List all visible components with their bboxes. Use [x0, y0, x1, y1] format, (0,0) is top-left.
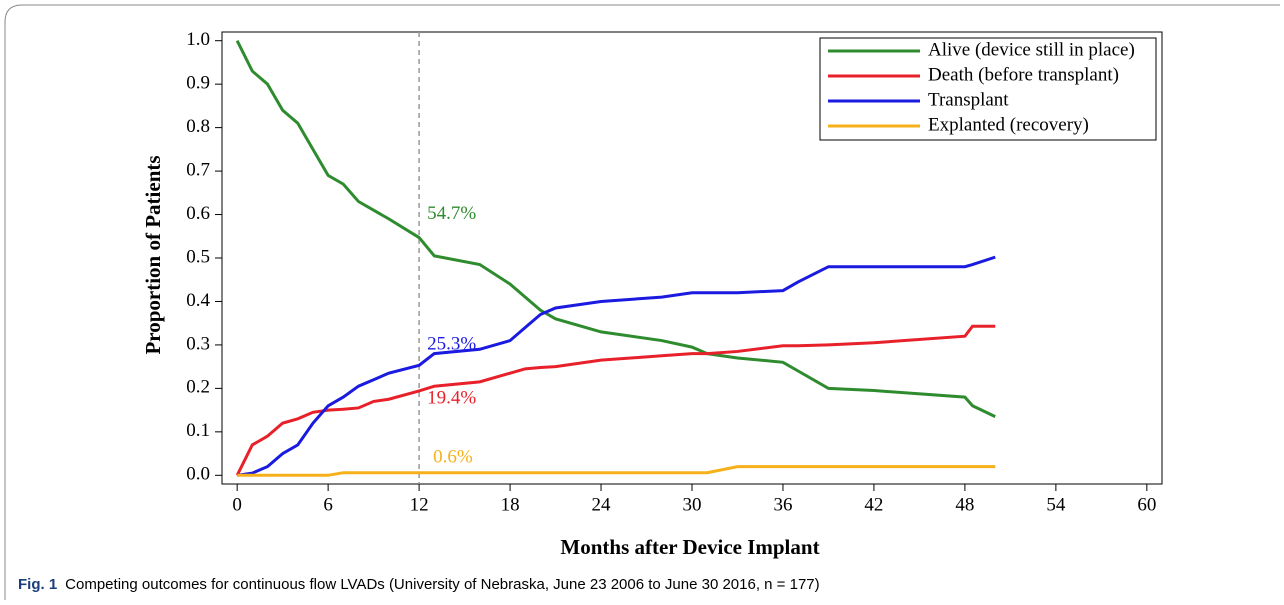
x-tick-label: 36 — [773, 494, 792, 515]
annotation: 0.6% — [433, 446, 473, 467]
y-tick-label: 0.8 — [186, 116, 210, 137]
legend-label: Transplant — [928, 89, 1009, 110]
series-line — [237, 465, 996, 477]
x-tick-label: 54 — [1046, 494, 1066, 515]
legend: Alive (device still in place) Death (befo… — [819, 37, 1157, 141]
series-line — [235, 324, 996, 476]
x-tick-label: 60 — [1137, 494, 1156, 515]
annotation: 25.3% — [427, 333, 476, 354]
y-tick-label: 0.5 — [186, 246, 210, 267]
y-tick-label: 0.2 — [186, 377, 210, 398]
annotation: 54.7% — [427, 203, 476, 224]
x-tick-label: 18 — [501, 494, 520, 515]
caption-text: Competing outcomes for continuous flow L… — [65, 576, 819, 593]
y-tick-label: 0.3 — [186, 333, 210, 354]
caption-label: Fig. 1 — [18, 576, 57, 593]
y-tick-label: 0.0 — [186, 464, 210, 485]
legend-label: Alive (device still in place) — [928, 39, 1135, 60]
legend-box — [819, 37, 1157, 141]
caption: Fig. 1 Competing outcomes for continuous … — [18, 576, 820, 593]
y-axis-label: Proportion of Patients — [141, 155, 165, 354]
x-tick-label: 0 — [232, 494, 242, 515]
figure-frame — [4, 4, 1280, 600]
legend-label: Explanted (recovery) — [928, 114, 1089, 135]
x-tick-label: 48 — [955, 494, 974, 515]
x-tick-label: 12 — [410, 494, 429, 515]
annotation: 19.4% — [427, 388, 476, 409]
y-tick-label: 1.0 — [186, 29, 210, 50]
y-tick-label: 0.7 — [186, 159, 210, 180]
series-line — [235, 40, 996, 418]
legend-label: Death (before transplant) — [928, 64, 1119, 85]
x-tick-label: 24 — [592, 494, 612, 515]
x-tick-label: 42 — [864, 494, 883, 515]
x-tick-label: 6 — [323, 494, 333, 515]
y-tick-label: 0.1 — [186, 420, 210, 441]
y-tick-label: 0.4 — [186, 290, 210, 311]
y-tick-label: 0.6 — [186, 203, 210, 224]
x-axis-label: Months after Device Implant — [560, 535, 819, 559]
x-tick-label: 30 — [683, 494, 702, 515]
y-tick-label: 0.9 — [186, 73, 210, 94]
series-line — [236, 255, 996, 477]
